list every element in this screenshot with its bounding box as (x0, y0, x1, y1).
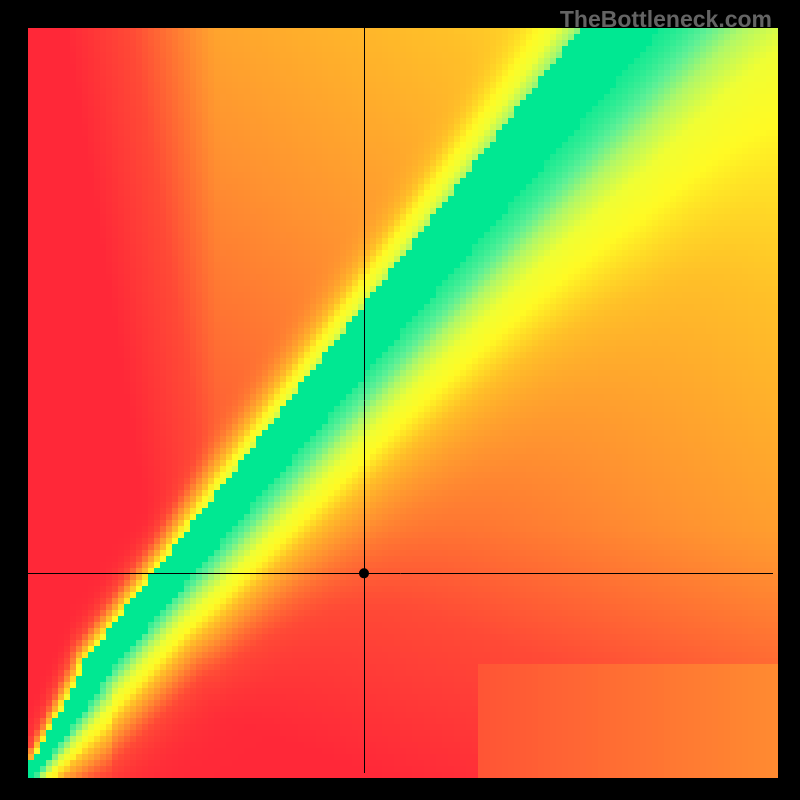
watermark-text: TheBottleneck.com (560, 6, 772, 33)
